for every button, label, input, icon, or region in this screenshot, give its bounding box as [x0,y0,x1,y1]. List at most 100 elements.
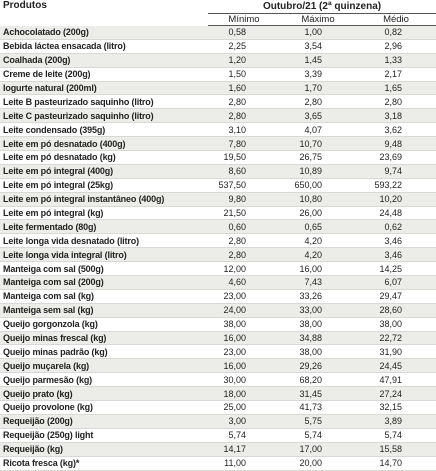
table-row: Queijo minas padrão (kg) 23,00 38,00 31,90 [0,345,436,359]
product-name: Queijo prato (kg) [3,388,73,399]
avg-price: 2,80 [384,96,403,107]
product-name: Leite em pó integral (kg) [3,208,104,219]
avg-price: 3,46 [384,249,403,260]
min-price: 23,00 [223,346,246,357]
min-price: 2,25 [228,41,246,52]
product-name: Manteiga com sal (kg) [3,291,94,302]
max-price: 1,00 [304,27,322,38]
product-name: Creme de leite (200g) [3,69,91,80]
product-name: Leite em pó integral instantâneo (400g) [3,194,165,205]
table-row: Leite longa vida integral (litro) 2,80 4,2… [0,247,436,262]
table-row: Manteiga com sal (kg) 23,00 33,26 29,47 [0,289,436,304]
min-price: 38,00 [223,319,246,330]
avg-price: 0,82 [384,27,403,38]
table-row: Queijo minas frescal (kg) 16,00 34,88 22,72 [0,331,436,345]
product-name: Queijo gorgonzola (kg) [3,319,98,330]
avg-price: 3,62 [384,124,403,135]
table-row: Creme de leite (200g) 1,50 3,39 2,17 [0,67,436,82]
max-price: 26,75 [299,152,322,163]
table-row: Leite em pó desnatado (400g) 7,80 10,70 9,4… [0,136,436,151]
product-name: Leite condensado (395g) [3,124,106,135]
product-name: Leite em pó integral (400g) [3,166,113,177]
avg-price: 14,25 [379,263,403,274]
avg-price: 47,91 [379,374,403,385]
max-price: 41,73 [299,402,322,413]
header-max: Máximo [280,13,356,26]
product-name: Coalhada (200g) [3,55,71,66]
product-name: Queijo muçarela (kg) [3,360,90,371]
avg-price: 29,47 [379,291,403,302]
table-row: Leite em pó desnatado (kg) 19,50 26,75 23,6… [0,151,436,165]
min-price: 2,80 [228,249,246,260]
header-product: Produtos [3,0,47,11]
product-name: Leite em pó desnatado (kg) [3,152,116,163]
max-price: 33,00 [299,305,322,316]
product-name: Manteiga com sal (500g) [3,263,104,274]
max-price: 10,80 [299,194,322,205]
avg-price: 3,18 [384,110,403,121]
product-name: Requeijão (250g) light [3,430,94,441]
header-min: Mínimo [208,13,280,26]
table-row: Coalhada (200g) 1,20 1,45 1,33 [0,53,436,68]
max-price: 31,45 [299,388,322,399]
product-name: Ricota fresca (kg)* [3,458,80,469]
max-price: 10,70 [299,138,322,149]
avg-price: 24,45 [379,360,403,371]
max-price: 17,00 [299,444,322,455]
table-row: Leite fermentado (80g) 0,60 0,65 0,62 [0,219,436,234]
header-avg: Médio [356,13,436,26]
table-row: Leite em pó integral instantâneo (400g) 9… [0,192,436,207]
avg-price: 3,46 [384,235,403,246]
avg-price: 10,20 [379,194,403,205]
product-name: Requeijão (200g) [3,416,73,427]
avg-price: 593,22 [374,180,403,191]
min-price: 9,80 [228,194,246,205]
max-price: 3,65 [304,110,322,121]
min-price: 19,50 [223,152,246,163]
avg-price: 28,60 [379,305,403,316]
max-price: 1,70 [304,83,322,93]
product-name: Leite longa vida integral (litro) [3,249,127,260]
avg-price: 5,74 [384,430,403,441]
avg-price: 2,17 [384,69,403,80]
max-price: 20,00 [299,458,322,469]
min-price: 0,58 [228,27,246,38]
min-price: 8,60 [228,166,246,177]
max-price: 38,00 [299,346,322,357]
max-price: 34,88 [299,333,322,344]
max-price: 1,45 [304,55,322,66]
max-price: 26,00 [299,208,322,219]
max-price: 4,20 [304,249,322,260]
table-row: Queijo provolone (kg) 25,00 41,73 32,15 [0,401,436,415]
min-price: 2,80 [228,96,246,107]
max-price: 650,00 [294,180,322,191]
product-name: Leite C pasteurizado saquinho (litro) [3,110,154,121]
table-row: Queijo prato (kg) 18,00 31,45 27,24 [0,386,436,401]
table-row: Queijo gorgonzola (kg) 38,00 38,00 38,00 [0,317,436,332]
min-price: 7,80 [228,138,246,149]
min-price: 21,50 [223,208,246,219]
min-price: 4,60 [228,277,246,288]
product-name: Leite longa vida desnatado (litro) [3,235,139,246]
table-row: Leite C pasteurizado saquinho (litro) 2,8… [0,108,436,123]
max-price: 5,75 [304,416,322,427]
min-price: 12,00 [223,263,246,274]
product-name: Leite B pasteurizado saquinho (litro) [3,96,154,107]
product-name: Queijo provolone (kg) [3,402,93,413]
min-price: 18,00 [223,388,246,399]
max-price: 4,07 [304,124,322,135]
max-price: 2,80 [304,96,322,107]
avg-price: 14,70 [379,458,403,469]
avg-price: 0,62 [384,221,403,232]
table-row: Leite em pó integral (400g) 8,60 10,89 9,74 [0,164,436,179]
max-price: 3,39 [304,69,322,80]
table-row: Iogurte natural (200ml) 1,60 1,70 1,65 [0,81,436,95]
min-price: 2,80 [228,110,246,121]
header-period: Outubro/21 (2ª quinzena) [208,0,436,14]
avg-price: 27,24 [379,388,403,399]
product-name: Leite em pó desnatado (400g) [3,138,126,149]
table-row: Leite condensado (395g) 3,10 4,07 3,62 [0,123,436,137]
product-name: Leite em pó integral (25kg) [3,180,113,191]
